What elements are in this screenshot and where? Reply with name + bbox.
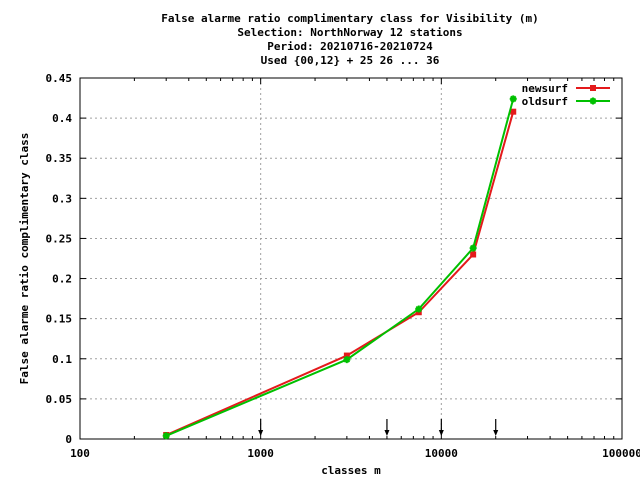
x-tick-label: 1000 — [247, 447, 274, 460]
data-point-oldsurf — [343, 356, 351, 364]
series-line-newsurf — [165, 111, 515, 436]
class-marker-arrowhead — [438, 430, 444, 436]
legend-label-newsurf: newsurf — [522, 82, 568, 95]
class-marker-arrowhead — [258, 430, 264, 436]
y-tick-label: 0 — [65, 433, 72, 446]
y-tick-label: 0.25 — [46, 232, 73, 245]
data-point-oldsurf — [509, 95, 517, 103]
y-axis-label: False alarme ratio complimentary class — [18, 133, 31, 385]
y-tick-label: 0.35 — [46, 152, 73, 165]
legend-marker-oldsurf — [589, 97, 597, 105]
chart-title: False alarme ratio complimentary class f… — [161, 12, 539, 67]
y-tick-label: 0.45 — [46, 72, 73, 85]
legend-marker-newsurf — [590, 85, 596, 91]
chart-title-line: Selection: NorthNorway 12 stations — [237, 26, 462, 39]
chart-title-line: False alarme ratio complimentary class f… — [161, 12, 539, 25]
chart-title-line: Used {00,12} + 25 26 ... 36 — [261, 54, 440, 67]
data-point-oldsurf — [162, 432, 170, 440]
class-marker-arrowhead — [493, 430, 499, 436]
x-axis-label: classes m — [321, 464, 381, 477]
y-tick-label: 0.05 — [46, 393, 73, 406]
chart-title-line: Period: 20210716-20210724 — [267, 40, 433, 53]
plot-frame — [79, 77, 623, 440]
y-axis: 0 0.05 0.1 0.15 0.2 0.25 0.3 0.35 0.4 0.45 — [46, 72, 622, 446]
y-tick-label: 0.4 — [52, 112, 72, 125]
x-axis: 100 1000 10000 100000 — [70, 78, 640, 460]
data-point-oldsurf — [469, 244, 477, 252]
x-tick-label: 10000 — [425, 447, 458, 460]
data-point-newsurf — [510, 108, 517, 115]
data-point-newsurf — [343, 352, 350, 359]
x-tick-label: 100 — [70, 447, 90, 460]
y-tick-label: 0.2 — [52, 273, 72, 286]
y-tick-label: 0.3 — [52, 192, 72, 205]
y-tick-label: 0.1 — [52, 353, 72, 366]
y-tick-label: 0.15 — [46, 313, 73, 326]
class-marker-arrowhead — [384, 430, 390, 436]
grid — [80, 78, 622, 439]
data-point-newsurf — [470, 251, 477, 258]
legend-label-oldsurf: oldsurf — [522, 95, 568, 108]
series — [162, 95, 517, 440]
class-markers — [258, 419, 499, 436]
x-tick-label: 100000 — [602, 447, 640, 460]
data-point-oldsurf — [415, 305, 423, 313]
